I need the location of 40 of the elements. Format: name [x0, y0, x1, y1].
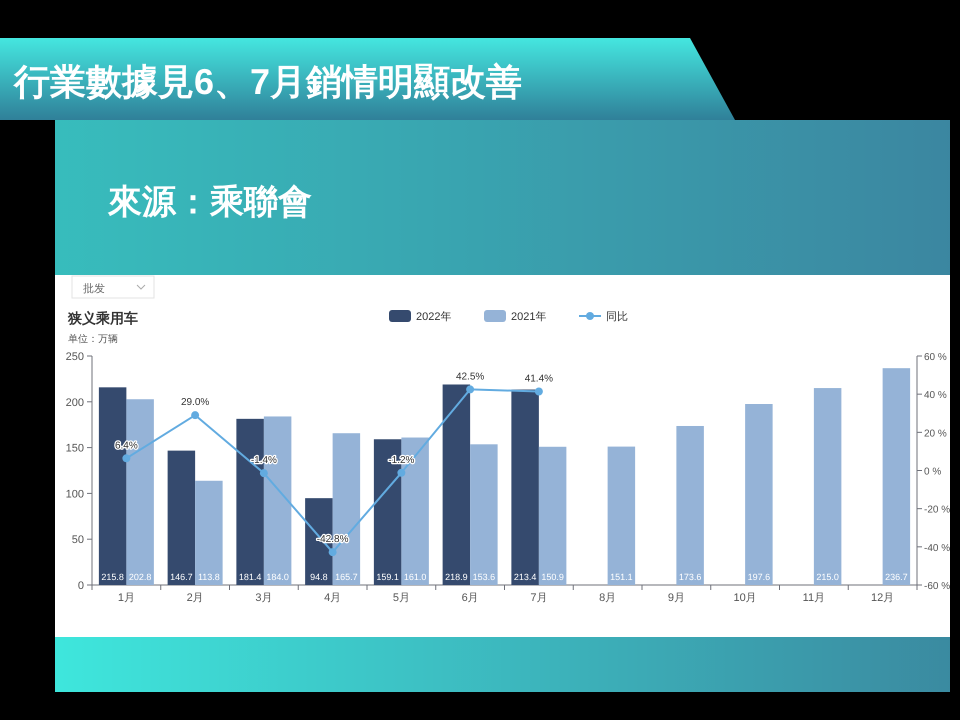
x-tick-label: 3月 [255, 592, 272, 604]
y-tick-label: 100 [66, 488, 84, 500]
x-tick-label: 9月 [668, 592, 685, 604]
y2-tick-label: -40 % [924, 542, 950, 554]
legend-label: 2022年 [416, 311, 452, 323]
x-tick-label: 1月 [118, 592, 135, 604]
subtitle: 狭义乘用车 [68, 310, 138, 326]
point [328, 548, 337, 556]
x-tick-label: 11月 [802, 592, 826, 604]
y2-tick-label: 40 % [924, 390, 947, 402]
legend-label: 同比 [606, 310, 628, 323]
point [260, 469, 268, 478]
point [534, 387, 543, 396]
title: 行業數據見6、7月銷情明顯改善 [14, 61, 522, 102]
y2-tick-label: 60 % [924, 352, 947, 363]
point [122, 454, 130, 462]
y2-tick-label: -60 % [924, 581, 950, 592]
x-tick-label: 6月 [462, 592, 479, 604]
x-tick-label: 4月 [324, 592, 342, 604]
x-tick-label: 7月 [530, 592, 548, 604]
y-tick-label: 0 [78, 580, 84, 592]
legend-label: 2021年 [511, 311, 546, 323]
point [466, 385, 474, 394]
ylabel: 单位：万辆 [68, 334, 118, 345]
y2-tick-label: 0 % [924, 466, 942, 478]
x-tick-label: 5月 [392, 592, 410, 604]
point [191, 411, 200, 420]
y2-tick-label: -20 % [924, 504, 950, 516]
x-tick-label: 2月 [186, 592, 204, 604]
y-tick-label: 200 [66, 396, 84, 409]
point [397, 468, 406, 477]
y-tick-label: 250 [66, 351, 84, 363]
y-tick-label: 50 [72, 534, 84, 546]
y-tick-label: 150 [66, 442, 84, 455]
selector: 批发 [72, 276, 154, 298]
x-tick-label: 8月 [599, 592, 616, 604]
annotation: 來源：乘聯會 [108, 183, 312, 221]
x-tick-label: 10月 [734, 592, 757, 604]
x-tick-label: 12月 [871, 592, 894, 604]
y2-tick-label: 20 % [924, 428, 947, 440]
